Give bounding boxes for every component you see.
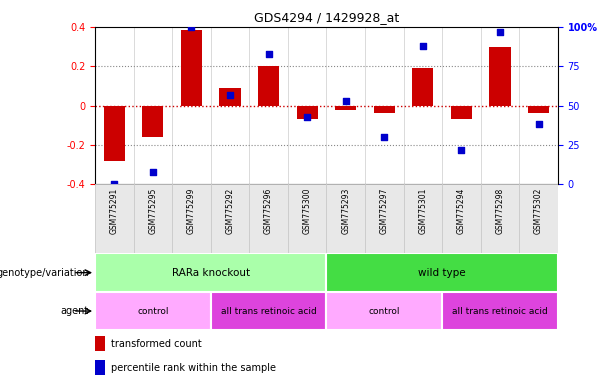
Text: GSM775300: GSM775300 xyxy=(303,188,311,234)
Bar xyxy=(104,106,125,161)
Bar xyxy=(172,184,211,253)
Bar xyxy=(327,253,558,292)
Text: GSM775291: GSM775291 xyxy=(110,188,119,234)
Point xyxy=(534,121,544,127)
Bar xyxy=(528,106,549,114)
Bar xyxy=(95,360,105,375)
Bar xyxy=(489,46,511,106)
Bar xyxy=(412,68,433,106)
Bar xyxy=(365,184,403,253)
Text: GSM775297: GSM775297 xyxy=(380,188,389,234)
Text: wild type: wild type xyxy=(418,268,466,278)
Text: GSM775299: GSM775299 xyxy=(187,188,196,234)
Point xyxy=(495,28,505,35)
Bar xyxy=(95,184,134,253)
Point xyxy=(225,91,235,98)
Bar xyxy=(297,106,318,119)
Text: percentile rank within the sample: percentile rank within the sample xyxy=(111,362,276,373)
Text: GSM775294: GSM775294 xyxy=(457,188,466,234)
Bar xyxy=(335,106,356,109)
Text: control: control xyxy=(137,306,169,316)
Bar xyxy=(211,292,327,330)
Bar xyxy=(142,106,164,137)
Bar xyxy=(211,184,249,253)
Bar xyxy=(519,184,558,253)
Point xyxy=(186,24,196,30)
Bar xyxy=(288,184,327,253)
Bar xyxy=(403,184,442,253)
Text: GSM775295: GSM775295 xyxy=(148,188,158,234)
Bar xyxy=(219,88,241,106)
Text: GSM775302: GSM775302 xyxy=(534,188,543,234)
Point xyxy=(341,98,351,104)
Bar xyxy=(258,66,279,106)
Bar xyxy=(327,184,365,253)
Text: genotype/variation: genotype/variation xyxy=(0,268,89,278)
Bar xyxy=(374,106,395,114)
Point xyxy=(379,134,389,140)
Text: all trans retinoic acid: all trans retinoic acid xyxy=(221,306,316,316)
Text: GSM775293: GSM775293 xyxy=(341,188,350,234)
Bar xyxy=(95,253,327,292)
Text: GSM775301: GSM775301 xyxy=(418,188,427,234)
Bar xyxy=(134,184,172,253)
Bar xyxy=(249,184,288,253)
Bar xyxy=(442,184,481,253)
Point xyxy=(302,114,312,120)
Title: GDS4294 / 1429928_at: GDS4294 / 1429928_at xyxy=(254,11,399,24)
Text: transformed count: transformed count xyxy=(111,339,202,349)
Text: RARa knockout: RARa knockout xyxy=(172,268,249,278)
Bar xyxy=(327,292,442,330)
Text: all trans retinoic acid: all trans retinoic acid xyxy=(452,306,548,316)
Text: GSM775292: GSM775292 xyxy=(226,188,235,234)
Bar xyxy=(451,106,472,119)
Bar xyxy=(181,30,202,106)
Point xyxy=(457,147,466,153)
Bar xyxy=(481,184,519,253)
Bar xyxy=(442,292,558,330)
Text: agent: agent xyxy=(61,306,89,316)
Point xyxy=(109,181,119,187)
Point xyxy=(148,169,158,175)
Text: GSM775296: GSM775296 xyxy=(264,188,273,234)
Point xyxy=(264,51,273,57)
Point xyxy=(418,43,428,49)
Bar xyxy=(95,336,105,351)
Text: GSM775298: GSM775298 xyxy=(495,188,504,234)
Text: control: control xyxy=(368,306,400,316)
Bar xyxy=(95,292,211,330)
